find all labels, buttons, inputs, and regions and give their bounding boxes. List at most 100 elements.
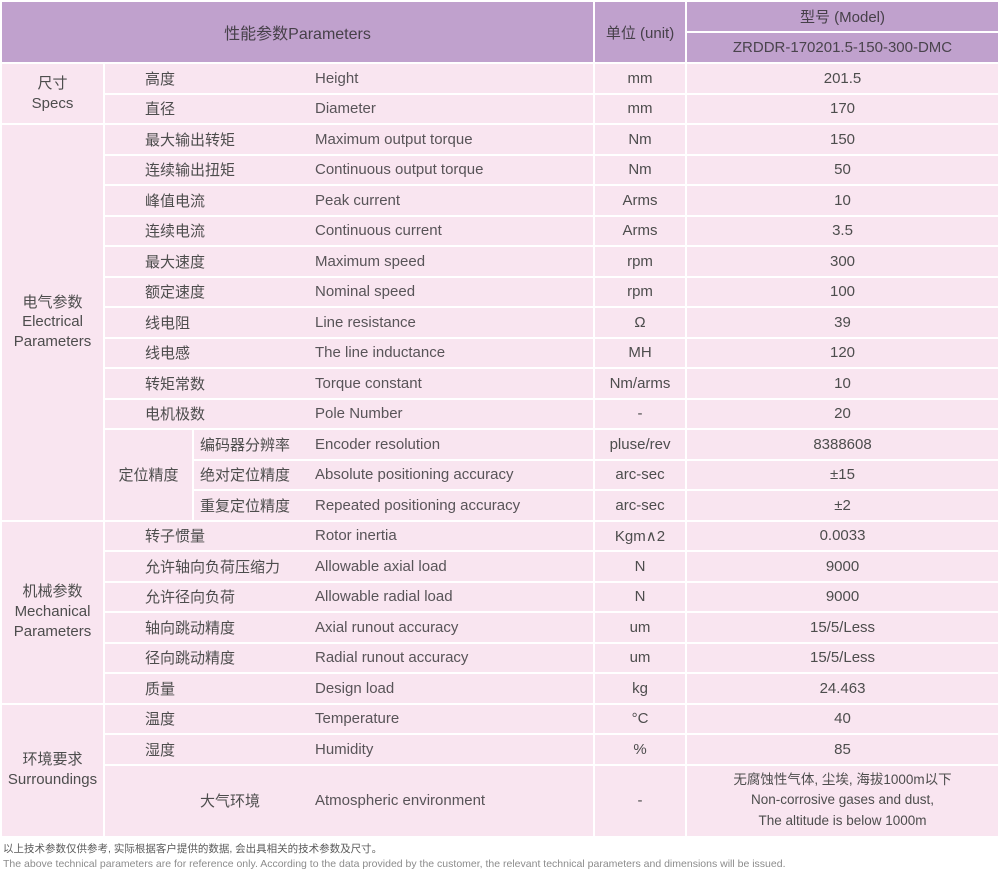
param-value: 150	[687, 125, 999, 154]
param-label-en: Atmospheric environment	[315, 792, 486, 809]
param-label-en: Diameter	[315, 100, 376, 118]
param-row: 环境要求 Surroundings 温度 Temperature °C 40	[2, 704, 999, 836]
section-zh: 机械参数	[22, 583, 83, 601]
value-line-en: Non-corrosive gases and dust,	[750, 792, 935, 808]
param-label-zh: 峰值电流	[145, 192, 206, 210]
param-unit: mm	[595, 64, 686, 93]
param-value: 120	[687, 338, 999, 367]
param-unit: Arms	[595, 186, 686, 215]
param-unit: N	[595, 552, 686, 581]
param-label-zh: 编码器分辨率	[200, 436, 291, 454]
param-unit: MH	[595, 338, 686, 367]
model-value: ZRDDR-170201.5-150-300-DMC	[687, 33, 999, 62]
section-en: Mechanical Parameters	[13, 603, 92, 640]
param-unit: kg	[595, 674, 686, 703]
param-value: 39	[687, 308, 999, 337]
param-value: 100	[687, 277, 999, 306]
section-label-surroundings: 环境要求 Surroundings	[2, 704, 103, 836]
section-label-mechanical: 机械参数 Mechanical Parameters	[2, 521, 103, 703]
param-label-zh: 线电感	[145, 345, 191, 363]
param-label-en: Maximum speed	[315, 252, 426, 270]
param-value: 8388608	[687, 430, 999, 459]
param-unit: Kgm∧2	[595, 521, 686, 550]
param-unit: Nm/arms	[595, 369, 686, 398]
unit-header: 单位 (unit)	[595, 2, 686, 62]
param-row: 线电阻 Line resistance Ω 39	[2, 308, 999, 337]
param-row: 直径 Diameter mm 170	[2, 94, 999, 123]
param-unit: Nm	[595, 125, 686, 154]
param-label-zh: 高度	[145, 70, 176, 88]
param-label-zh: 绝对定位精度	[200, 467, 291, 485]
footer-note-zh: 以上技术参数仅供参考, 实际根据客户提供的数据, 会出具相关的技术参数及尺寸。	[3, 842, 383, 855]
param-label-zh: 最大速度	[145, 253, 206, 271]
param-label-zh: 径向跳动精度	[145, 650, 236, 668]
param-label-en: Nominal speed	[315, 283, 416, 301]
param-row: 连续电流 Continuous current Arms 3.5	[2, 216, 999, 245]
value-line-zh: 无腐蚀性气体, 尘埃, 海拔1000m以下	[733, 772, 952, 788]
param-value: 15/5/Less	[687, 643, 999, 672]
param-row: 重复定位精度 Repeated positioning accuracy arc-…	[2, 491, 999, 520]
param-unit: N	[595, 582, 686, 611]
param-unit: arc-sec	[595, 460, 686, 489]
param-label-zh: 温度	[145, 711, 176, 729]
param-value: ±15	[687, 460, 999, 489]
param-label-en: Torque constant	[315, 374, 422, 392]
footer-notes: 以上技术参数仅供参考, 实际根据客户提供的数据, 会出具相关的技术参数及尺寸。 …	[0, 838, 1000, 872]
param-label-en: Continuous current	[315, 222, 442, 240]
param-label-en: Continuous output torque	[315, 161, 484, 179]
param-label-en: Temperature	[315, 710, 400, 728]
param-label-zh: 连续电流	[145, 223, 206, 241]
param-row: 尺寸 Specs 高度 Height mm 201.5	[2, 64, 999, 123]
param-unit: um	[595, 643, 686, 672]
param-value: 50	[687, 155, 999, 184]
param-row: 允许轴向负荷压缩力 Allowable axial load N 9000	[2, 552, 999, 581]
param-unit: %	[595, 735, 686, 764]
param-unit: -	[595, 399, 686, 428]
param-label-en: Height	[315, 69, 359, 87]
param-label-zh: 线电阻	[145, 314, 191, 332]
param-label-zh: 直径	[145, 101, 176, 119]
param-value: 201.5	[687, 64, 999, 93]
param-row: 机械参数 Mechanical Parameters 转子惯量 Rotor iner…	[2, 521, 999, 703]
param-unit: arc-sec	[595, 491, 686, 520]
param-row: 径向跳动精度 Radial runout accuracy um 15/5/Les…	[2, 643, 999, 672]
table-header: 性能参数Parameters 单位 (unit) 型号 (Model) ZRDD…	[2, 2, 999, 62]
param-label-en: Encoder resolution	[315, 435, 441, 453]
param-value: ±2	[687, 491, 999, 520]
model-header: 型号 (Model)	[687, 2, 999, 31]
param-label-zh: 连续输出扭矩	[145, 162, 236, 180]
param-unit: rpm	[595, 277, 686, 306]
param-unit: -	[595, 765, 686, 836]
param-value: 9000	[687, 552, 999, 581]
group-label-positioning: 定位精度	[105, 430, 192, 520]
param-row: 峰值电流 Peak current Arms 10	[2, 186, 999, 215]
section-zh: 尺寸	[37, 74, 68, 92]
param-row: 绝对定位精度 Absolute positioning accuracy arc-…	[2, 460, 999, 489]
param-label-zh: 重复定位精度	[200, 497, 291, 515]
param-label-zh: 转子惯量	[145, 528, 206, 546]
param-label-en: Radial runout accuracy	[315, 649, 469, 667]
param-row: 大气环境 Atmospheric environment - 无腐蚀性气体, 尘埃…	[2, 765, 999, 836]
param-value: 9000	[687, 582, 999, 611]
param-label-en: Axial runout accuracy	[315, 618, 459, 636]
param-row: 线电感 The line inductance MH 120	[2, 338, 999, 367]
param-value: 24.463	[687, 674, 999, 703]
param-row: 转矩常数 Torque constant Nm/arms 10	[2, 369, 999, 398]
param-value: 10	[687, 186, 999, 215]
param-label-zh: 电机极数	[145, 406, 206, 424]
value-line-en: The altitude is below 1000m	[758, 812, 927, 828]
section-label-specs: 尺寸 Specs	[2, 64, 103, 123]
param-value: 无腐蚀性气体, 尘埃, 海拔1000m以下 Non-corrosive gase…	[687, 765, 999, 836]
section-en: Electrical Parameters	[13, 313, 92, 351]
parameters-header: 性能参数Parameters	[2, 2, 594, 62]
param-label-en: Allowable axial load	[315, 557, 447, 575]
param-row: 电气参数 Electrical Parameters 最大输出转矩 Maximum …	[2, 125, 999, 520]
spec-table: 性能参数Parameters 单位 (unit) 型号 (Model) ZRDD…	[2, 2, 999, 836]
param-unit: Arms	[595, 216, 686, 245]
param-label-zh: 额定速度	[145, 284, 206, 302]
param-label-en: Allowable radial load	[315, 588, 453, 606]
param-unit: Nm	[595, 155, 686, 184]
param-label-en: Absolute positioning accuracy	[315, 466, 514, 484]
param-label-en: Line resistance	[315, 313, 416, 331]
param-label-en: Repeated positioning accuracy	[315, 496, 521, 514]
